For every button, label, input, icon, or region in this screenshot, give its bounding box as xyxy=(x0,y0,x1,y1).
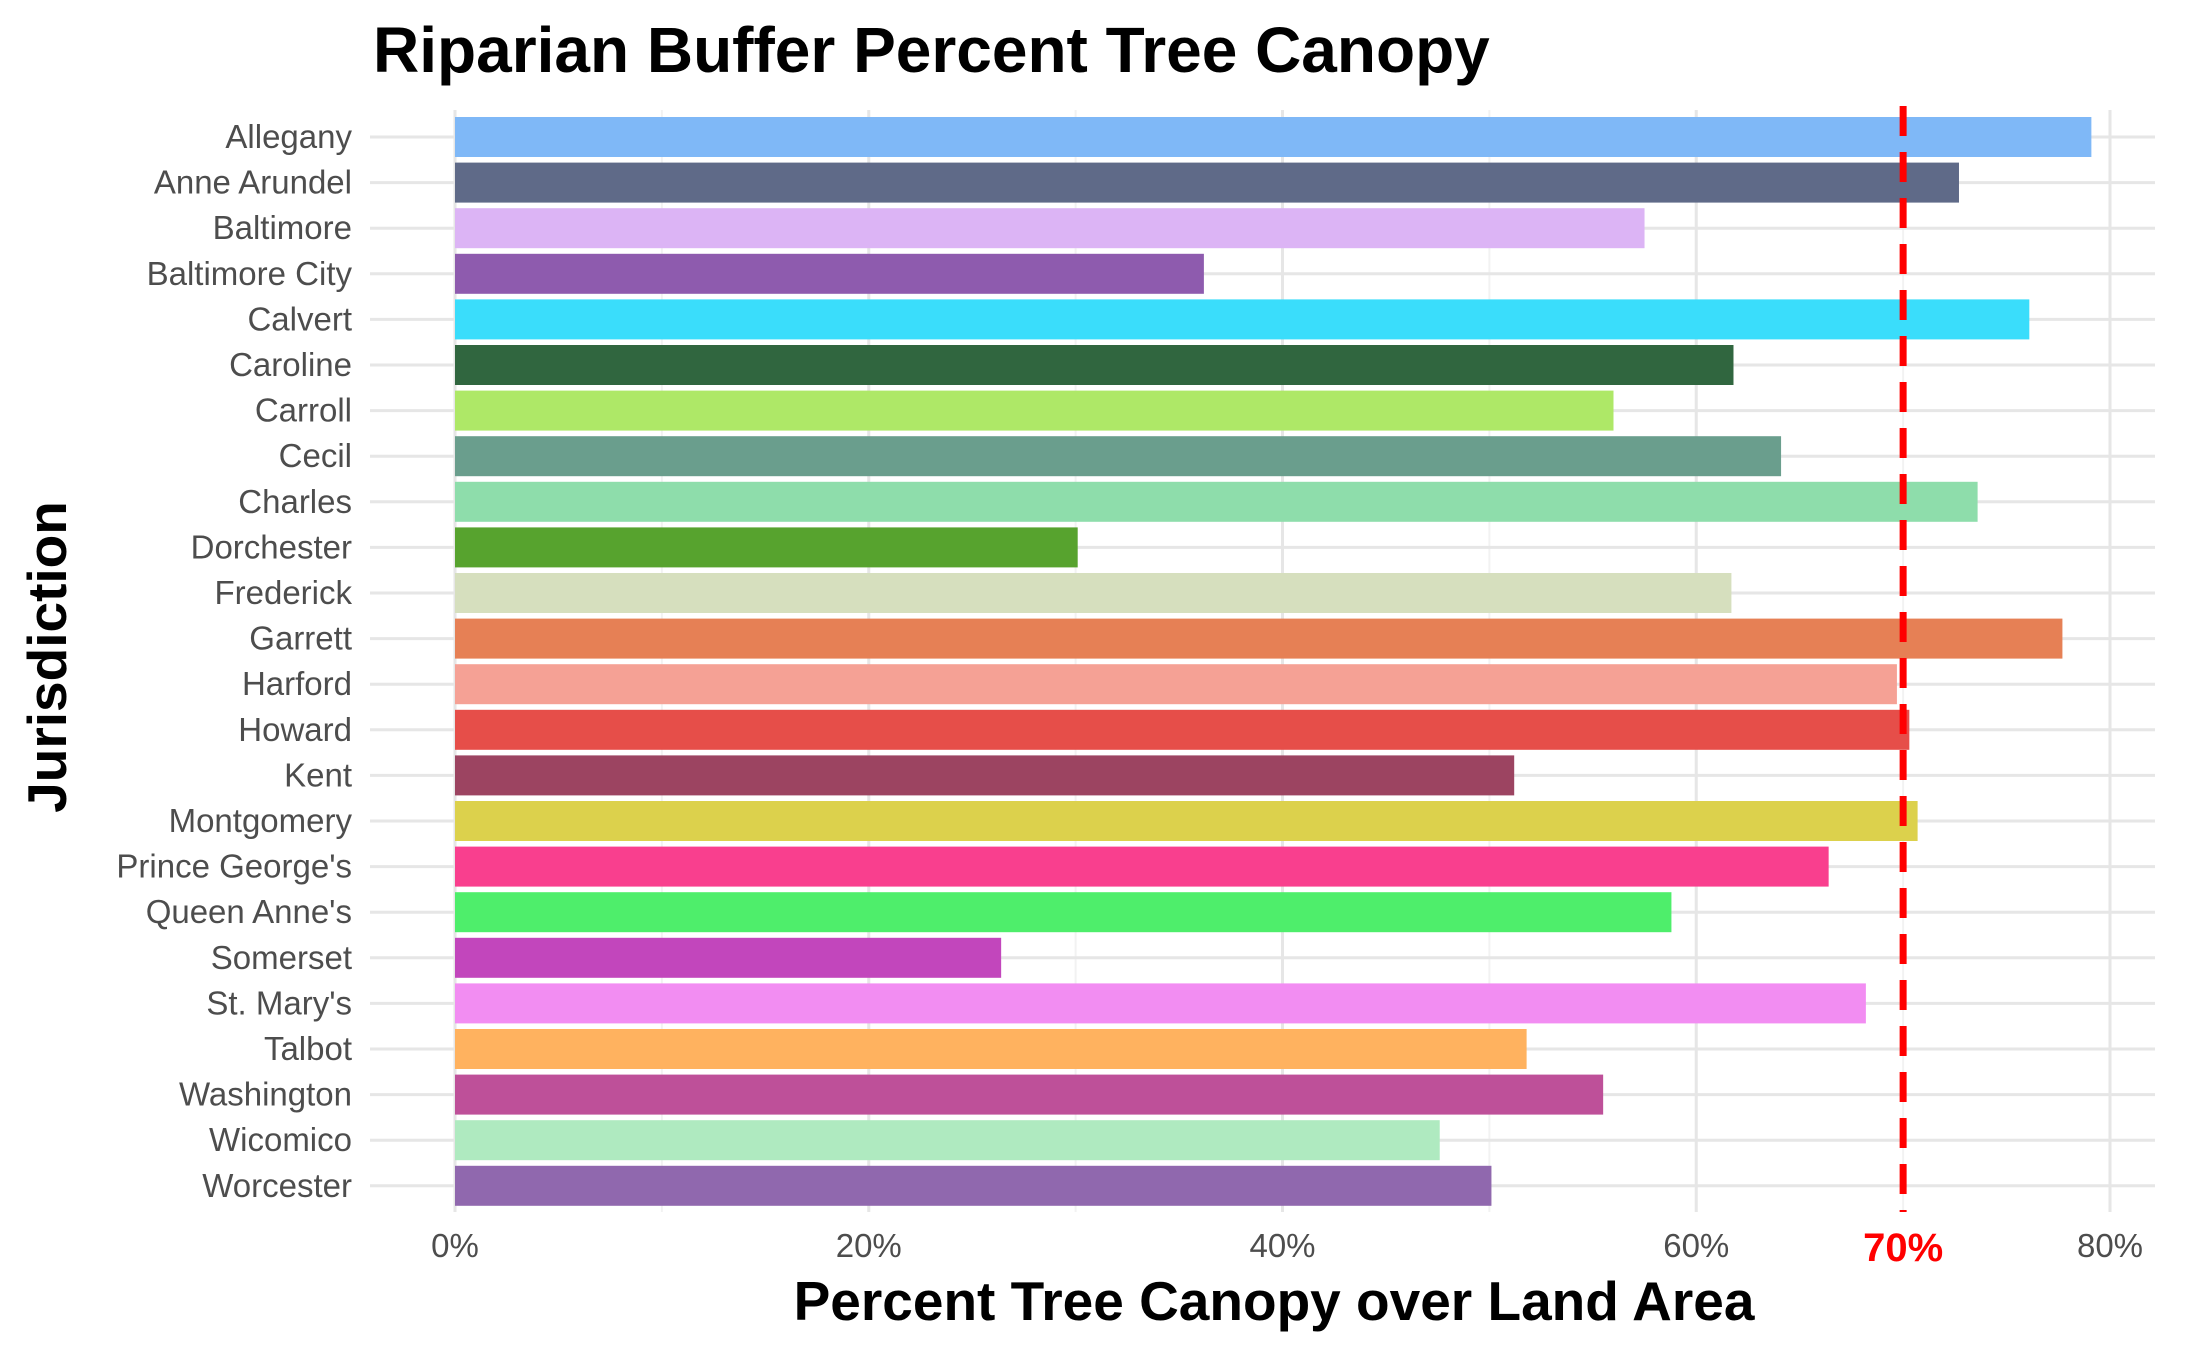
bar xyxy=(455,1029,1527,1069)
category-label: Calvert xyxy=(247,300,352,337)
x-tick-label: 60% xyxy=(1663,1227,1729,1264)
category-label: Cecil xyxy=(279,437,352,474)
category-label: Worcester xyxy=(202,1167,352,1204)
reference-line-group: 70% xyxy=(1863,106,1943,1270)
x-axis-title: Percent Tree Canopy over Land Area xyxy=(794,1270,1755,1332)
chart-title: Riparian Buffer Percent Tree Canopy xyxy=(373,14,1490,86)
bar xyxy=(455,573,1732,613)
bar xyxy=(455,846,1829,887)
bar xyxy=(455,1165,1492,1206)
bar xyxy=(455,117,2092,157)
category-label: Queen Anne's xyxy=(146,893,352,930)
category-label: Kent xyxy=(284,756,352,793)
bar xyxy=(455,299,2030,340)
category-label: Carroll xyxy=(255,392,352,429)
category-label: Harford xyxy=(242,665,352,702)
y-axis-title: Jurisdiction xyxy=(16,501,78,813)
category-label: Allegany xyxy=(225,118,352,155)
bar xyxy=(455,664,1897,705)
category-label: Howard xyxy=(238,711,352,748)
bar xyxy=(455,390,1614,431)
x-tick-labels: 0% 20% 40% 60% 80% xyxy=(431,1227,2143,1264)
category-label: Baltimore City xyxy=(147,255,353,292)
category-label: Somerset xyxy=(211,939,352,976)
category-label: Frederick xyxy=(214,574,352,611)
bar xyxy=(455,345,1734,385)
bar xyxy=(455,937,1002,978)
bar xyxy=(455,208,1645,249)
bar xyxy=(455,481,1978,522)
bar xyxy=(455,892,1672,933)
bar xyxy=(455,983,1866,1024)
bar xyxy=(455,801,1918,841)
category-label: Dorchester xyxy=(191,528,352,565)
x-tick-label: 0% xyxy=(431,1227,479,1264)
category-label: Charles xyxy=(238,483,352,520)
category-label: Baltimore xyxy=(213,209,352,246)
reference-line-label: 70% xyxy=(1863,1226,1943,1270)
category-label: St. Mary's xyxy=(206,984,352,1021)
bar xyxy=(455,436,1782,477)
bar xyxy=(455,618,2063,659)
category-labels: Allegany Anne Arundel Baltimore Baltimore C… xyxy=(116,118,352,1204)
bar xyxy=(455,527,1078,568)
bar xyxy=(455,253,1204,294)
category-label: Montgomery xyxy=(169,802,353,839)
category-label: Prince George's xyxy=(116,848,352,885)
category-label: Garrett xyxy=(249,620,352,657)
x-tick-label: 40% xyxy=(1249,1227,1315,1264)
bars xyxy=(455,117,2092,1206)
category-label: Anne Arundel xyxy=(154,164,352,201)
bar xyxy=(455,1120,1440,1161)
category-label: Caroline xyxy=(229,346,352,383)
bar xyxy=(455,1074,1604,1115)
x-tick-label: 80% xyxy=(2077,1227,2143,1264)
category-label: Talbot xyxy=(264,1030,352,1067)
bar xyxy=(455,162,1959,203)
x-tick-label: 20% xyxy=(836,1227,902,1264)
bar xyxy=(455,709,1910,750)
category-label: Washington xyxy=(179,1076,352,1113)
bar xyxy=(455,755,1515,796)
category-label: Wicomico xyxy=(209,1121,352,1158)
